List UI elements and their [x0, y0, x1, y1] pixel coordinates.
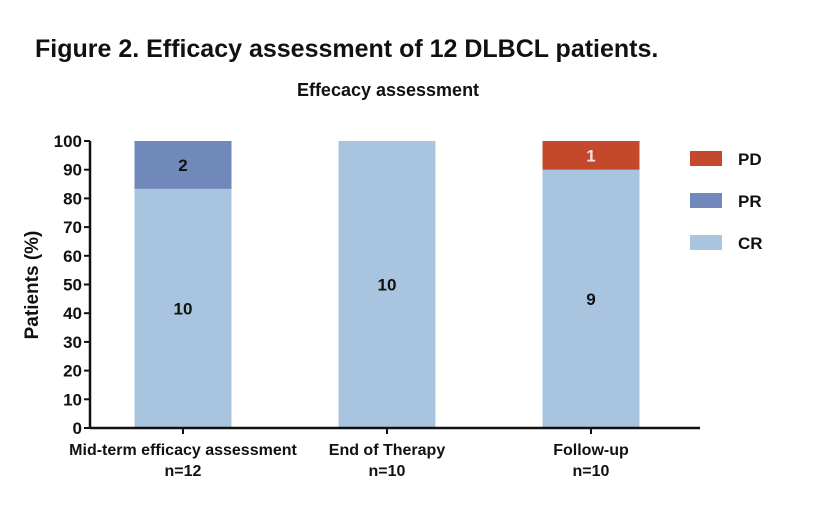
y-tick-label: 20 — [63, 362, 82, 381]
bar-label: 10 — [174, 299, 193, 318]
bar-cr — [338, 141, 436, 428]
figure-title: Figure 2. Efficacy assessment of 12 DLBC… — [35, 35, 658, 63]
legend-swatch-cr — [690, 235, 722, 250]
x-tick-n-label: n=10 — [369, 463, 406, 480]
bar-label: 1 — [586, 146, 595, 165]
x-tick-n-label: n=10 — [573, 463, 610, 480]
y-tick-label: 90 — [63, 161, 82, 180]
bar-cr — [134, 188, 232, 428]
y-tick-label: 60 — [63, 247, 82, 266]
x-tick-label: Mid-term efficacy assessment — [69, 442, 297, 459]
y-tick-label: 40 — [63, 304, 82, 323]
x-tick-label: End of Therapy — [329, 442, 446, 459]
bar-label: 9 — [586, 290, 595, 309]
chart-title: Effecacy assessment — [297, 80, 479, 100]
legend-label-pd: PD — [738, 150, 762, 169]
x-tick-label: Follow-up — [553, 442, 629, 459]
y-tick-label: 70 — [63, 218, 82, 237]
legend-label-cr: CR — [738, 234, 763, 253]
y-tick-label: 80 — [63, 189, 82, 208]
legend-swatch-pr — [690, 193, 722, 208]
bar-label: 2 — [178, 156, 187, 175]
bar-label: 10 — [378, 276, 397, 295]
x-tick-n-label: n=12 — [165, 463, 202, 480]
y-tick-label: 100 — [54, 132, 82, 151]
y-tick-label: 30 — [63, 333, 82, 352]
y-tick-label: 0 — [73, 419, 82, 438]
y-axis-label: Patients (%) — [22, 231, 43, 340]
bar-pd — [542, 141, 640, 170]
y-tick-label: 10 — [63, 390, 82, 409]
legend-label-pr: PR — [738, 192, 762, 211]
bar-cr — [542, 169, 640, 428]
legend-swatch-pd — [690, 151, 722, 166]
y-tick-label: 50 — [63, 276, 82, 295]
bar-pr — [134, 141, 232, 189]
